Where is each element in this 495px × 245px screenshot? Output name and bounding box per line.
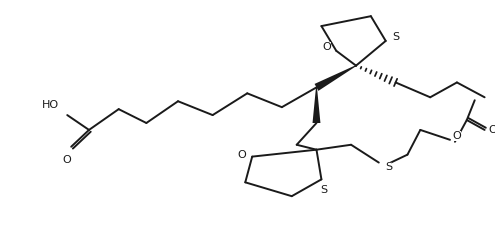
Text: O: O	[322, 42, 331, 52]
Text: HO: HO	[42, 100, 59, 110]
Text: O: O	[237, 150, 246, 160]
Text: O: O	[62, 155, 71, 165]
Text: O: O	[452, 131, 461, 141]
Text: S: S	[392, 32, 399, 42]
Polygon shape	[314, 65, 356, 91]
Polygon shape	[312, 87, 320, 123]
Text: S: S	[385, 161, 392, 172]
Text: O: O	[488, 125, 495, 135]
Text: S: S	[320, 185, 327, 195]
